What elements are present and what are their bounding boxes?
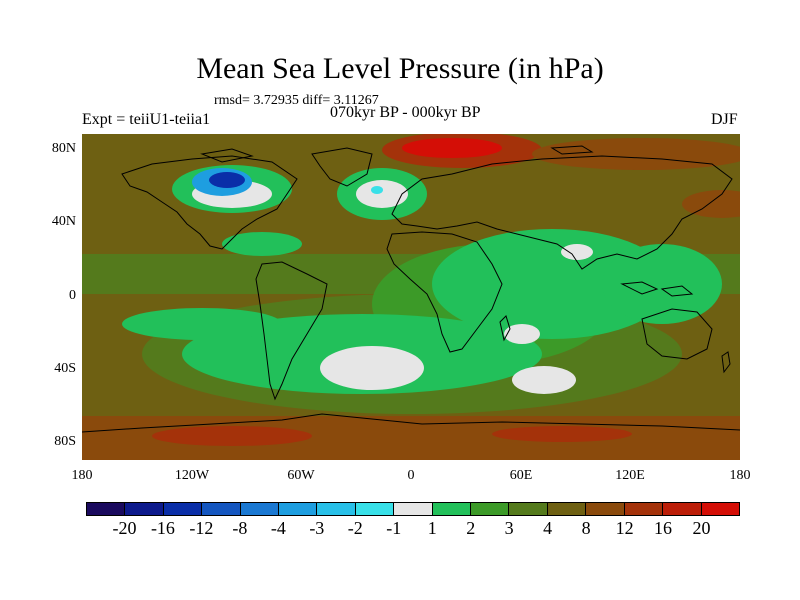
colorbar-label: -8 (232, 518, 248, 538)
colorbar-swatch-2 (163, 503, 203, 515)
colorbar (86, 502, 740, 516)
lon-label-180w: 180 (71, 468, 93, 483)
colorbar-swatch-3 (202, 503, 241, 515)
coast-north-america (121, 155, 298, 250)
colorbar-label: 16 (654, 518, 673, 538)
colorbar-label: -4 (270, 518, 286, 538)
colorbar-swatch-15 (663, 503, 702, 515)
colorbar-label: 3 (504, 518, 514, 538)
coast-new-zealand (721, 351, 731, 374)
colorbar-label: 20 (692, 518, 711, 538)
field-south-red-1 (152, 426, 312, 446)
field-sindian-low (512, 366, 576, 394)
coast-indonesia (620, 281, 694, 297)
field-epac-green (122, 308, 282, 340)
lon-label-0: 0 (407, 468, 415, 483)
colorbar-label: -1 (386, 518, 402, 538)
colorbar-swatch-5 (279, 503, 318, 515)
lon-label-60e: 60E (509, 468, 533, 483)
colorbar-swatch-14 (624, 503, 664, 515)
experiment-label: Expt = teiiU1-teiia1 (82, 111, 211, 128)
colorbar-swatch-13 (586, 503, 625, 515)
lat-label-40s: 40S (54, 361, 76, 376)
field-natl-green (222, 232, 302, 256)
period-label: 070kyr BP - 000kyr BP (330, 104, 481, 121)
coast-greenland (311, 147, 373, 187)
lon-label-180e: 180 (729, 468, 751, 483)
lon-label-120e: 120E (615, 468, 645, 483)
field-iceland-core (371, 186, 383, 194)
colorbar-swatch-8 (394, 503, 433, 515)
colorbar-swatch-16 (701, 503, 739, 515)
field-wpac-green (602, 244, 722, 324)
coast-antarctica (82, 413, 740, 433)
colorbar-label: 8 (581, 518, 591, 538)
colorbar-label: 12 (615, 518, 634, 538)
coast-africa (386, 231, 503, 353)
coast-eurasia (391, 155, 733, 270)
colorbar-swatch-1 (125, 503, 164, 515)
colorbar-label: -16 (150, 518, 175, 538)
season-label: DJF (711, 111, 738, 128)
colorbar-label: 1 (427, 518, 437, 538)
colorbar-label: -12 (189, 518, 214, 538)
map-title: Mean Sea Level Pressure (in hPa) (196, 52, 604, 85)
field-arctic-high-core (402, 138, 502, 158)
colorbar-swatch-11 (509, 503, 548, 515)
field-laurentide-2 (209, 172, 245, 188)
colorbar-label: 4 (543, 518, 553, 538)
field-iceland-low (356, 180, 408, 208)
colorbar-swatch-4 (240, 503, 280, 515)
field-indian-green (432, 229, 672, 339)
lat-label-40n: 40N (51, 214, 76, 229)
coast-arctic-islands (200, 145, 594, 163)
colorbar-label: -20 (112, 518, 137, 538)
colorbar-swatch-7 (355, 503, 395, 515)
field-npacific (682, 190, 740, 218)
lon-label-60w: 60W (287, 468, 315, 483)
coast-south-america (255, 261, 328, 401)
coast-australia (641, 308, 713, 360)
coastlines (82, 145, 740, 433)
lon-label-120w: 120W (174, 468, 210, 483)
colorbar-swatch-12 (547, 503, 587, 515)
colorbar-label: -3 (309, 518, 325, 538)
lat-label-0: 0 (69, 288, 76, 303)
field-south-red-2 (492, 426, 632, 442)
colorbar-label: -2 (347, 518, 363, 538)
lat-label-80n: 80N (51, 141, 76, 156)
field-madagascar-low (504, 324, 540, 344)
colorbar-swatch-10 (471, 503, 510, 515)
colorbar-swatch-9 (432, 503, 472, 515)
stats-label: rmsd= 3.72935 diff= 3.11267 (214, 93, 379, 108)
field-satl-low (320, 346, 424, 390)
colorbar-swatch-0 (87, 503, 126, 515)
field-india-low (561, 244, 593, 260)
coast-madagascar (499, 315, 511, 342)
pressure-map (82, 134, 740, 460)
lat-label-80s: 80S (54, 434, 76, 449)
colorbar-label: 2 (466, 518, 476, 538)
colorbar-swatch-6 (317, 503, 356, 515)
